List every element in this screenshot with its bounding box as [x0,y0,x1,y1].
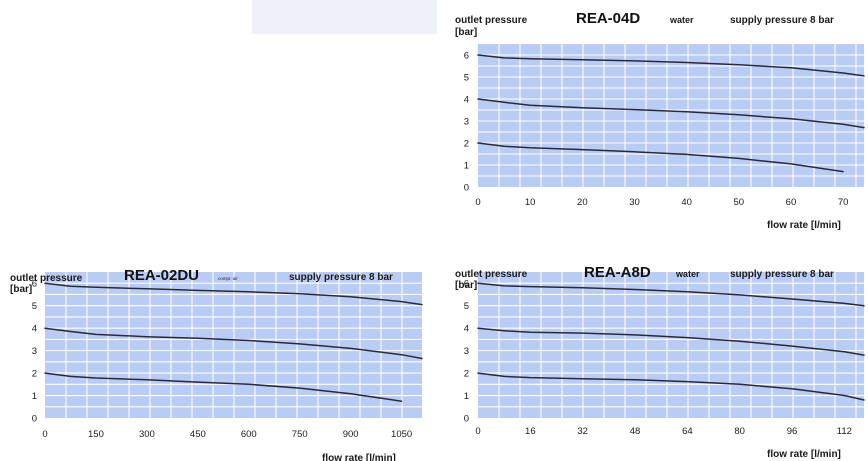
x-tick-label: 70 [838,197,849,208]
plot-area [478,272,864,418]
x-tick-label: 600 [241,429,257,440]
x-axis-label: flow rate [l/min] [322,453,396,461]
series-line-1 [477,282,865,307]
x-tick-label: 150 [88,429,104,440]
x-tick-label: 64 [682,426,693,437]
chart-reaa8d: 0 1 2 3 4 5 6 0 16 32 48 64 80 96 112 outlet pressure[b… [455,264,865,460]
chart-title: REA-04D [576,10,640,27]
medium-label: water [669,15,694,25]
x-tick-label: 48 [630,426,641,437]
x-tick-label: 16 [525,426,536,437]
x-tick-label: 40 [681,197,692,208]
y-tick-label: 5 [32,301,37,312]
y-tick-label: 2 [464,139,469,150]
y-tick-label: 3 [464,117,469,128]
supply-pressure-label: supply pressure 8 bar [289,272,393,283]
chart-rea02du: 0 1 2 3 4 5 6 0 150 300 450 600 750 900 1050 outlet pre… [10,267,423,461]
top-panel [252,0,437,34]
x-tick-label: 50 [734,197,745,208]
y-tick-label: 5 [464,73,469,84]
x-tick-label: 1050 [391,429,412,440]
y-axis-label: outlet pressure [455,269,528,280]
x-axis-label: flow rate [l/min] [767,449,841,460]
x-tick-label: 20 [577,197,588,208]
series-line-2 [477,327,865,356]
y-axis-unit: [bar] [10,284,32,295]
series-line-1 [44,282,423,306]
series-line-2 [477,98,865,129]
x-tick-label: 80 [734,426,745,437]
chart-title: REA-A8D [584,264,651,281]
x-tick-label: 32 [577,426,588,437]
y-tick-label: 4 [464,95,469,106]
medium-label: compr. air [218,276,238,281]
supply-pressure-label: supply pressure 8 bar [730,269,834,280]
y-axis-unit: [bar] [455,280,477,291]
series-line-3 [477,372,865,401]
y-axis-label: outlet pressure [455,15,528,26]
y-tick-label: 5 [464,301,469,312]
x-tick-label: 10 [525,197,536,208]
series-line-3 [477,142,844,173]
y-tick-label: 4 [464,324,469,335]
x-tick-label: 60 [786,197,797,208]
x-tick-label: 0 [42,429,47,440]
y-axis-unit: [bar] [455,27,477,38]
x-axis-label: flow rate [l/min] [767,220,841,231]
x-tick-label: 96 [787,426,798,437]
x-tick-label: 900 [343,429,359,440]
x-tick-label: 0 [475,197,480,208]
y-tick-label: 1 [32,391,37,402]
y-tick-label: 2 [32,369,37,380]
y-tick-label: 0 [32,414,37,425]
y-tick-label: 6 [464,279,469,290]
x-tick-label: 0 [475,426,480,437]
y-tick-label: 4 [32,324,37,335]
chart-title: REA-02DU [124,267,199,284]
x-tick-label: 112 [837,426,852,437]
y-tick-label: 3 [464,346,469,357]
series-line-1 [477,54,865,77]
medium-label: water [675,269,700,279]
x-tick-label: 450 [190,429,206,440]
series-line-2 [44,327,423,360]
y-tick-label: 0 [464,183,469,194]
x-tick-label: 750 [292,429,308,440]
y-tick-label: 6 [32,279,37,290]
plot-area [478,44,864,187]
y-tick-label: 2 [464,369,469,380]
x-tick-label: 30 [629,197,640,208]
y-tick-label: 0 [464,414,469,425]
y-tick-label: 3 [32,346,37,357]
series-line-3 [44,372,403,402]
y-axis-label: outlet pressure [10,273,83,284]
y-tick-label: 1 [464,391,469,402]
y-tick-label: 6 [464,51,469,62]
supply-pressure-label: supply pressure 8 bar [730,15,834,26]
y-tick-label: 1 [464,161,469,172]
x-tick-label: 300 [139,429,155,440]
